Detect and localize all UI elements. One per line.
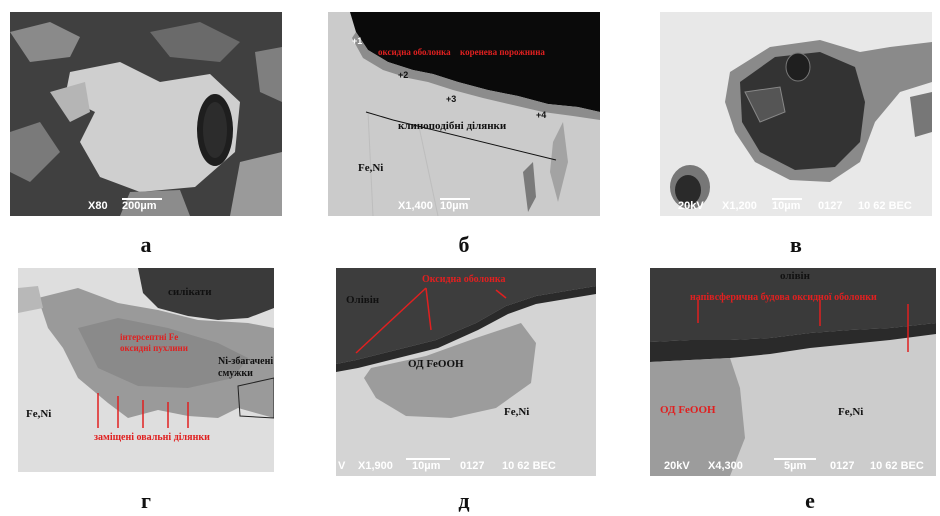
caption-g: г bbox=[141, 488, 151, 513]
micrograph-v-image bbox=[660, 12, 932, 216]
micrograph-a-image bbox=[10, 12, 282, 216]
micrograph-e: олівін напівсферична будова оксидної обо… bbox=[650, 268, 936, 476]
label-g-replaced: заміщені овальні ділянки bbox=[94, 432, 210, 443]
point-b-4: +4 bbox=[536, 110, 547, 120]
mag-a: X80 bbox=[88, 200, 108, 212]
caption-v: в bbox=[790, 232, 802, 257]
label-e-olivine: олівін bbox=[780, 270, 810, 282]
kv-d: V bbox=[338, 460, 346, 472]
label-g-metal: Fe,Ni bbox=[26, 408, 52, 420]
kv-e: 20kV bbox=[664, 460, 690, 472]
label-g-ni-rich: Ni-збагачені смужки bbox=[218, 356, 274, 379]
label-b-cavity: коренева порожнина bbox=[460, 47, 545, 57]
label-b-shell: оксидна оболонка bbox=[378, 47, 451, 57]
kv-v: 20kV bbox=[678, 200, 704, 212]
caption-b: б bbox=[458, 232, 470, 257]
micrograph-v: 20kV X1,200 10µm 0127 10 62 BEC bbox=[660, 12, 932, 216]
label-e-annotation: напівсферична будова оксидної оболонки bbox=[690, 292, 877, 303]
mag-b: X1,400 bbox=[398, 200, 433, 212]
label-e-metal: Fe,Ni bbox=[838, 406, 864, 418]
mag-e: X4,300 bbox=[708, 460, 743, 472]
code-e: 0127 bbox=[830, 460, 855, 472]
scale-v: 10µm bbox=[772, 200, 801, 212]
scalebar-line-b bbox=[440, 198, 470, 200]
micrograph-g-image bbox=[18, 268, 274, 472]
session-d: 10 62 BEC bbox=[502, 460, 556, 472]
mag-v: X1,200 bbox=[722, 200, 757, 212]
mag-d: X1,900 bbox=[358, 460, 393, 472]
label-d-olivine: Олівін bbox=[346, 294, 380, 306]
scale-a: 200µm bbox=[122, 200, 157, 212]
micrograph-a: X80 200µm bbox=[10, 12, 282, 216]
point-b-1: +1 bbox=[352, 36, 363, 46]
caption-e: е bbox=[805, 488, 815, 513]
scalebar-line-d bbox=[406, 458, 450, 460]
label-d-metal: Fe,Ni bbox=[504, 406, 530, 418]
label-g-inclusions: інтерсептні Fe оксидні пухлини bbox=[120, 332, 188, 353]
label-g-silicates: силікати bbox=[168, 286, 212, 298]
label-d-inclusion: ОД FeOOH bbox=[408, 358, 464, 370]
label-d-shell: Оксидна оболонка bbox=[422, 274, 506, 285]
code-d: 0127 bbox=[460, 460, 485, 472]
scalebar-line-a bbox=[122, 198, 162, 200]
scale-b: 10µm bbox=[440, 200, 469, 212]
caption-d: д bbox=[458, 488, 470, 513]
point-b-3: +3 bbox=[446, 94, 457, 104]
session-v: 10 62 BEC bbox=[858, 200, 912, 212]
scalebar-line-v bbox=[772, 198, 802, 200]
point-b-2: +2 bbox=[398, 70, 409, 80]
micrograph-d: Олівін Оксидна оболонка ОД FeOOH Fe,Ni V… bbox=[336, 268, 596, 476]
micrograph-g: силікати інтерсептні Fe оксидні пухлини … bbox=[18, 268, 274, 472]
micrograph-d-image bbox=[336, 268, 596, 476]
label-b-wedge: клиноподібні ділянки bbox=[398, 120, 507, 132]
scalebar-line-e bbox=[774, 458, 816, 460]
micrograph-b-image bbox=[328, 12, 600, 216]
micrograph-e-image bbox=[650, 268, 936, 476]
session-e: 10 62 BEC bbox=[870, 460, 924, 472]
caption-a: а bbox=[140, 232, 152, 257]
label-b-metal: Fe,Ni bbox=[358, 162, 384, 174]
scale-e: 5µm bbox=[784, 460, 807, 472]
scale-d: 10µm bbox=[412, 460, 441, 472]
label-e-inclusion: ОД FeOOH bbox=[660, 404, 716, 416]
code-v: 0127 bbox=[818, 200, 843, 212]
micrograph-b: оксидна оболонка коренева порожнина клин… bbox=[328, 12, 600, 216]
